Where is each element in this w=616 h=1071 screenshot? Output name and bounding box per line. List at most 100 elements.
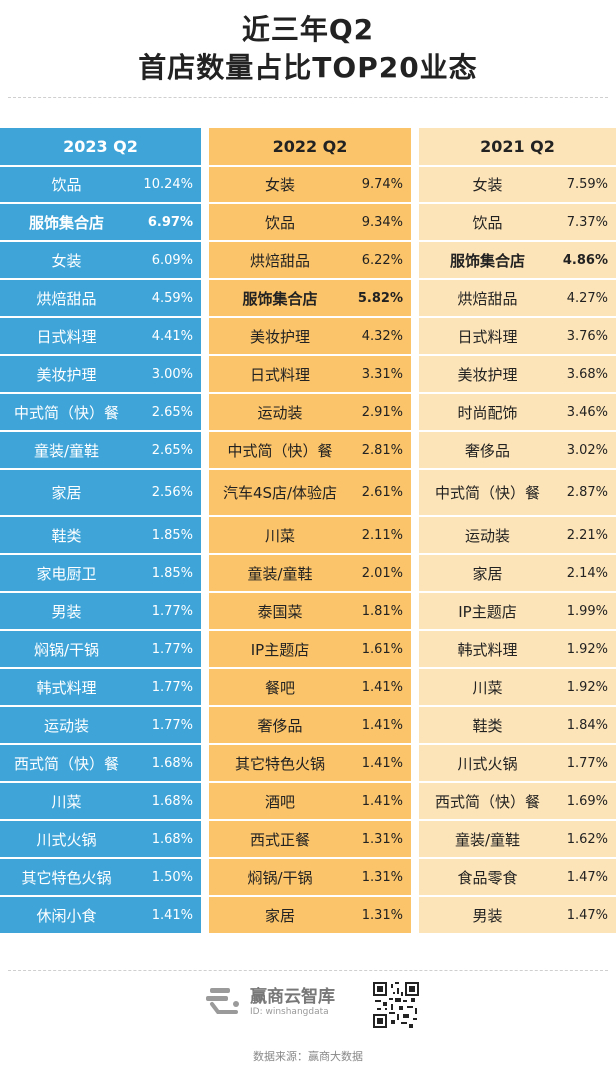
table-row: 时尚配饰 3.46%: [419, 394, 616, 432]
share-percentage: 2.65%: [151, 442, 193, 458]
ranking-list: 女装 9.74% 饮品 9.34% 烘焙甜品 6.22% 服饰集合店 5.82% 美妆护理 4.3…: [209, 167, 411, 935]
share-percentage: 1.84%: [566, 717, 608, 733]
table-row: 美妆护理 3.68%: [419, 356, 616, 394]
category-name: 运动装: [464, 526, 510, 545]
share-percentage: 2.14%: [566, 565, 608, 581]
category-name: 中式简（快）餐: [227, 441, 333, 460]
share-percentage: 4.41%: [151, 328, 193, 344]
category-name: IP主题店: [250, 640, 310, 659]
ranking-list: 饮品 10.24% 服饰集合店 6.97% 女装 6.09% 烘焙甜品 4.59% 日式料理 4.…: [0, 167, 201, 935]
share-percentage: 1.77%: [151, 603, 193, 619]
category-name: 焖锅/干锅: [33, 640, 100, 659]
share-percentage: 1.31%: [361, 869, 403, 885]
share-percentage: 6.22%: [361, 252, 403, 268]
share-percentage: 1.61%: [361, 641, 403, 657]
share-percentage: 5.82%: [357, 290, 403, 306]
data-source-note: 数据来源：赢商大数据: [253, 1050, 363, 1063]
share-percentage: 4.59%: [151, 290, 193, 306]
category-name: IP主题店: [458, 602, 517, 621]
category-name: 韩式料理: [36, 678, 97, 697]
column-2023: 2023 Q2 饮品 10.24% 服饰集合店 6.97% 女装 6.09% 烘焙甜品 4.5…: [0, 128, 201, 935]
share-percentage: 1.41%: [361, 717, 403, 733]
column-header: 2023 Q2: [0, 128, 201, 167]
table-row: 中式简（快）餐 2.81%: [209, 432, 411, 470]
share-percentage: 1.68%: [151, 755, 193, 771]
category-name: 食品零食: [457, 868, 518, 887]
table-row: 中式简（快）餐 2.87%: [419, 470, 616, 517]
category-name: 家居: [51, 484, 82, 502]
category-name: 美妆护理: [457, 365, 518, 384]
table-row: 日式料理 3.76%: [419, 318, 616, 356]
category-name: 烘焙甜品: [36, 289, 97, 308]
category-name: 运动装: [257, 403, 303, 422]
table-row: 酒吧 1.41%: [209, 783, 411, 821]
category-name: 运动装: [43, 716, 89, 735]
share-percentage: 1.68%: [151, 831, 193, 847]
category-name: 日式料理: [457, 327, 518, 346]
share-percentage: 1.62%: [566, 831, 608, 847]
share-percentage: 2.11%: [361, 527, 403, 543]
category-name: 日式料理: [249, 365, 310, 384]
table-row: 饮品 7.37%: [419, 204, 616, 242]
table-row: 中式简（快）餐 2.65%: [0, 394, 201, 432]
table-row: 川菜 1.68%: [0, 783, 201, 821]
category-name: 中式简（快）餐: [13, 403, 119, 422]
table-row: 女装 7.59%: [419, 167, 616, 204]
category-name: 酒吧: [264, 792, 295, 811]
table-row: 日式料理 4.41%: [0, 318, 201, 356]
category-name: 鞋类: [51, 526, 82, 545]
table-row: 川菜 2.11%: [209, 517, 411, 555]
table-row: 饮品 10.24%: [0, 167, 201, 204]
share-percentage: 1.31%: [361, 907, 403, 923]
category-name: 鞋类: [472, 716, 503, 735]
table-row: 家电厨卫 1.85%: [0, 555, 201, 593]
table-row: 奢侈品 1.41%: [209, 707, 411, 745]
table-row: 鞋类 1.85%: [0, 517, 201, 555]
category-name: 男装: [472, 906, 503, 925]
share-percentage: 1.85%: [151, 527, 193, 543]
share-percentage: 2.21%: [566, 527, 608, 543]
share-percentage: 4.27%: [566, 290, 608, 306]
brand-logo-icon: [206, 987, 239, 1014]
share-percentage: 2.81%: [361, 442, 403, 458]
table-row: 韩式料理 1.92%: [419, 631, 616, 669]
category-name: 服饰集合店: [449, 251, 525, 270]
category-name: 女装: [472, 176, 503, 194]
category-name: 韩式料理: [457, 640, 518, 659]
category-name: 家电厨卫: [36, 564, 97, 583]
share-percentage: 1.41%: [361, 793, 403, 809]
table-row: 焖锅/干锅 1.77%: [0, 631, 201, 669]
brand-id: ID: winshangdata: [250, 1007, 329, 1017]
share-percentage: 2.91%: [361, 404, 403, 420]
table-row: 日式料理 3.31%: [209, 356, 411, 394]
share-percentage: 1.41%: [151, 907, 193, 923]
table-row: 餐吧 1.41%: [209, 669, 411, 707]
table-row: 泰国菜 1.81%: [209, 593, 411, 631]
table-row: 其它特色火锅 1.50%: [0, 859, 201, 897]
category-name: 家居: [472, 564, 503, 583]
table-row: 家居 2.56%: [0, 470, 201, 517]
category-name: 美妆护理: [249, 327, 310, 346]
category-name: 童装/童鞋: [247, 564, 313, 583]
category-name: 西式正餐: [249, 830, 310, 849]
category-name: 泰国菜: [257, 602, 303, 621]
share-percentage: 1.50%: [151, 869, 193, 885]
table-row: 川式火锅 1.77%: [419, 745, 616, 783]
category-name: 中式简（快）餐: [434, 484, 540, 502]
share-percentage: 1.77%: [566, 755, 608, 771]
table-row: 焖锅/干锅 1.31%: [209, 859, 411, 897]
share-percentage: 1.85%: [151, 565, 193, 581]
share-percentage: 4.86%: [562, 252, 608, 268]
table-row: 饮品 9.34%: [209, 204, 411, 242]
share-percentage: 10.24%: [143, 177, 193, 192]
table-row: 其它特色火锅 1.41%: [209, 745, 411, 783]
share-percentage: 1.69%: [566, 793, 608, 809]
brand-logo: 赢商云智库 ID: winshangdata: [206, 982, 335, 1017]
share-percentage: 9.34%: [361, 214, 403, 230]
table-row: 服饰集合店 6.97%: [0, 204, 201, 242]
table-row: 运动装 2.21%: [419, 517, 616, 555]
share-percentage: 1.92%: [566, 679, 608, 695]
table-row: 童装/童鞋 2.65%: [0, 432, 201, 470]
category-name: 西式简（快）餐: [13, 754, 119, 773]
share-percentage: 6.09%: [151, 252, 193, 268]
